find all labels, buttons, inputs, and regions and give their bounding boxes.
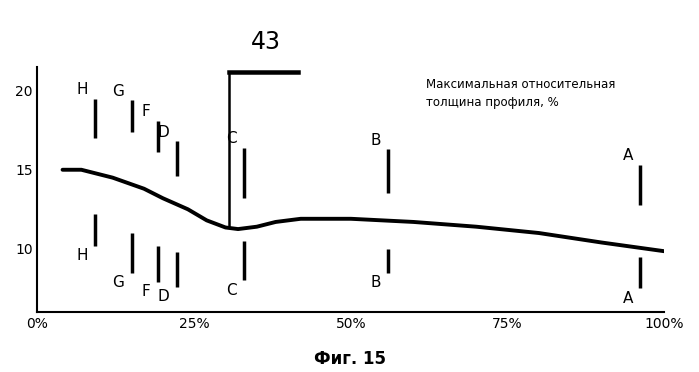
Text: H: H	[76, 248, 87, 263]
Text: H: H	[76, 82, 87, 97]
Text: B: B	[370, 133, 381, 148]
Text: D: D	[157, 125, 169, 140]
Text: F: F	[142, 285, 150, 299]
Text: B: B	[370, 275, 381, 290]
Text: G: G	[112, 275, 124, 290]
Text: A: A	[623, 148, 633, 163]
Text: 43: 43	[251, 30, 281, 54]
Text: Максимальная относительная
толщина профиля, %: Максимальная относительная толщина профи…	[426, 78, 615, 109]
Text: C: C	[226, 283, 237, 298]
Text: G: G	[112, 84, 124, 99]
Text: A: A	[623, 291, 633, 306]
Text: D: D	[157, 289, 169, 304]
Text: Фиг. 15: Фиг. 15	[313, 350, 386, 368]
Text: C: C	[226, 131, 237, 146]
Text: F: F	[142, 104, 150, 119]
